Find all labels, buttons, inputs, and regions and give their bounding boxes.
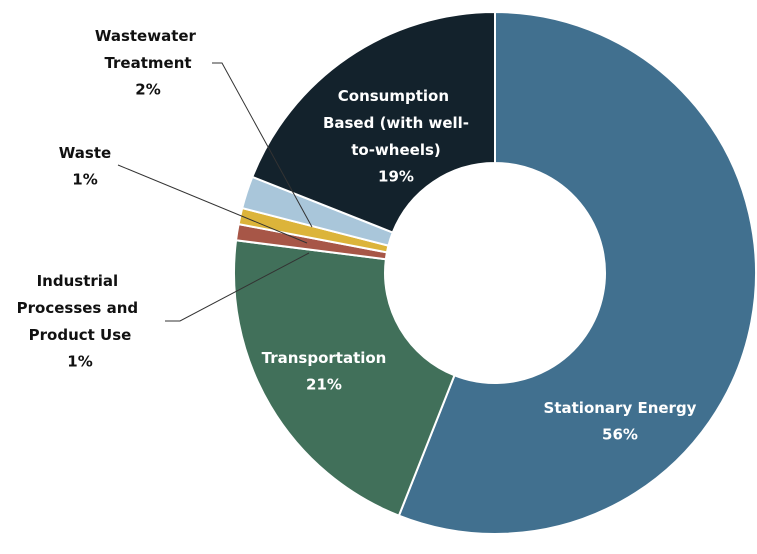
value-label: 1% [72,171,97,189]
leader-line [212,62,313,228]
slice-label: Consumption Based (with well-to-wheels) [323,87,469,159]
slice-label: Industrial Processes and Product Use [17,272,144,344]
value-label: 21% [306,376,342,394]
donut-slice [233,239,456,517]
slice-label: Wastewater Treatment [95,27,201,72]
slice-label: Waste [59,144,111,162]
donut-slice [251,10,496,234]
value-label: 1% [67,353,92,371]
slice-label: Transportation [262,349,387,367]
value-label: 56% [602,426,638,444]
slice-label: Stationary Energy [544,399,697,417]
leader-line [165,252,310,322]
value-label: 2% [135,81,160,99]
donut-slice [397,10,757,535]
value-label: 19% [378,168,414,186]
leader-line [117,164,308,244]
